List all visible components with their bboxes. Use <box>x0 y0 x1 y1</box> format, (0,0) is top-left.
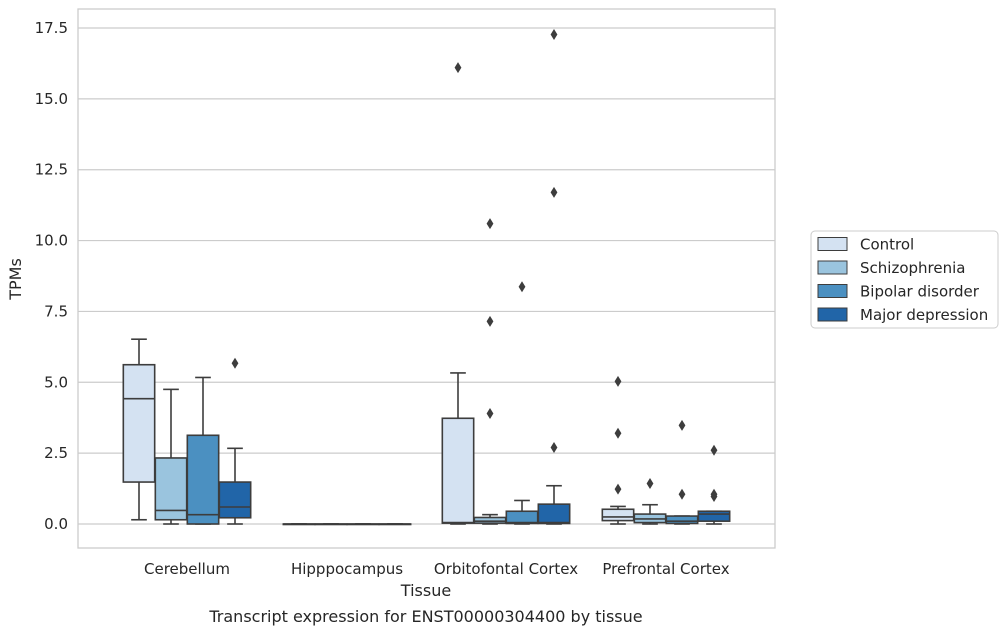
box-bipolar-disorder <box>186 376 220 525</box>
outlier-point <box>646 477 654 489</box>
legend-label-bipolar-disorder: Bipolar disorder <box>860 283 980 301</box>
box-body <box>697 510 731 522</box>
box-control <box>601 375 635 525</box>
plot-frame <box>77 8 776 549</box>
outlier-point <box>614 375 622 387</box>
box-major-depression <box>378 523 412 526</box>
legend-swatch-control <box>817 237 848 251</box>
x-tick-label: Prefrontal Cortex <box>602 560 729 578</box>
box-body <box>218 481 252 519</box>
x-tick-label: Cerebellum <box>144 560 230 578</box>
box-body <box>505 510 539 525</box>
outlier-point <box>550 441 558 453</box>
box-body <box>537 503 571 525</box>
box-body <box>122 363 156 483</box>
box-schizophrenia <box>154 388 188 525</box>
box-bipolar-disorder <box>665 419 699 525</box>
box-major-depression <box>218 357 252 525</box>
box-groups <box>122 29 731 526</box>
y-tick-label: 10.0 <box>35 232 68 250</box>
legend-frame <box>810 230 999 329</box>
box-body <box>154 457 188 521</box>
y-tick-label: 17.5 <box>35 19 68 37</box>
outlier-point <box>678 419 686 431</box>
outlier-point <box>486 407 494 419</box>
legend-swatch-major-depression <box>817 307 848 322</box>
box-major-depression <box>537 29 571 525</box>
x-tick-label: Hipppocampus <box>291 560 403 578</box>
box-body <box>441 417 475 524</box>
legend-swatch-schizophrenia <box>817 260 848 275</box>
y-tick-label: 12.5 <box>35 161 68 179</box>
legend-label-schizophrenia: Schizophrenia <box>860 259 965 277</box>
box-body <box>186 434 220 525</box>
box-major-depression <box>697 444 731 525</box>
outlier-point <box>518 281 526 293</box>
outlier-point <box>678 488 686 500</box>
outlier-point <box>486 218 494 230</box>
x-tick-labels: Cerebellum Hipppocampus Orbitofontal Corte… <box>144 560 730 578</box>
outlier-point <box>231 357 239 369</box>
legend: Control Schizophrenia Bipolar disorder Majo… <box>810 230 999 329</box>
outlier-point <box>710 444 718 456</box>
outlier-point <box>710 488 718 500</box>
outlier-point <box>550 186 558 198</box>
box-bipolar-disorder <box>346 523 380 526</box>
legend-swatch-bipolar-disorder <box>817 284 848 298</box>
box-schizophrenia <box>633 477 667 525</box>
legend-label-control: Control <box>860 236 914 254</box>
y-axis-title: TPMs <box>6 258 25 301</box>
box-schizophrenia <box>473 218 507 525</box>
x-tick-label: Orbitofontal Cortex <box>434 560 578 578</box>
outlier-point <box>486 315 494 327</box>
outlier-point <box>614 483 622 495</box>
box-body <box>473 516 507 524</box>
outlier-point <box>454 62 462 74</box>
x-axis-title: Tissue <box>400 581 451 600</box>
y-tick-label: 0.0 <box>44 515 68 533</box>
y-tick-label: 15.0 <box>35 90 68 108</box>
y-tick-label: 7.5 <box>44 302 68 320</box>
outlier-point <box>614 427 622 439</box>
box-schizophrenia <box>314 523 348 526</box>
box-body <box>601 508 635 522</box>
box-control <box>441 62 475 525</box>
y-tick-labels: 0.0 2.5 5.0 7.5 10.0 12.5 15.0 17.5 <box>35 19 68 533</box>
chart-caption: Transcript expression for ENST0000030440… <box>208 607 642 626</box>
box-control <box>282 523 316 526</box>
y-tick-label: 2.5 <box>44 444 68 462</box>
box-body <box>665 515 699 525</box>
y-tick-label: 5.0 <box>44 373 68 391</box>
box-control <box>122 338 156 521</box>
legend-label-major-depression: Major depression <box>860 306 988 324</box>
outlier-point <box>550 29 558 41</box>
